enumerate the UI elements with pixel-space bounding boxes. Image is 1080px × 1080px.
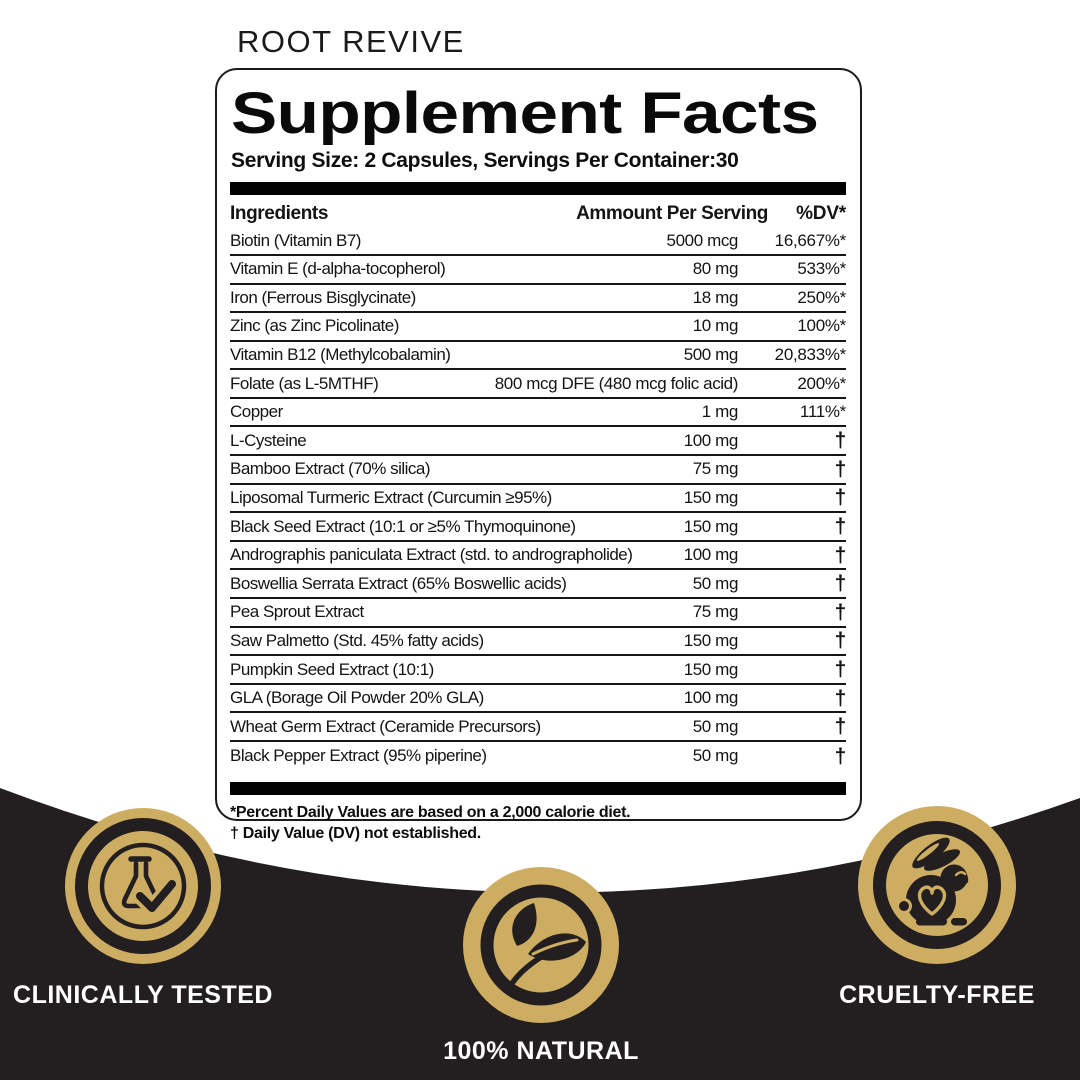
footnote-percent-dv: *Percent Daily Values are based on a 2,0… — [230, 803, 631, 821]
ingredient-name: GLA (Borage Oil Powder 20% GLA) — [230, 688, 484, 708]
ingredient-dv: † — [834, 429, 847, 453]
badge-label-natural: 100% NATURAL — [443, 1037, 639, 1065]
ingredient-amount: 18 mg — [692, 287, 739, 307]
ingredient-amount: 50 mg — [692, 573, 739, 593]
ingredient-name: L-Cysteine — [230, 430, 307, 450]
ingredient-amount: 800 mcg DFE (480 mcg folic acid) — [494, 373, 739, 393]
table-row: Black Seed Extract (10:1 or ≥5% Thymoqui… — [230, 513, 846, 542]
ingredients-table: Biotin (Vitamin B7) 5000 mcg 16,667%* Vi… — [230, 227, 846, 770]
ingredient-amount: 150 mg — [683, 516, 739, 536]
table-row: Iron (Ferrous Bisglycinate) 18 mg 250%* — [230, 285, 846, 314]
badge-cruelty-free — [858, 806, 1016, 964]
ingredient-amount: 80 mg — [692, 259, 739, 279]
table-row: Vitamin B12 (Methylcobalamin) 500 mg 20,… — [230, 342, 846, 371]
rabbit-heart-icon — [858, 806, 1016, 964]
ingredient-amount: 100 mg — [683, 688, 739, 708]
ingredient-name: Andrographis paniculata Extract (std. to… — [230, 545, 633, 565]
brand-title: ROOT REVIVE — [237, 24, 465, 59]
ingredient-name: Pumpkin Seed Extract (10:1) — [230, 659, 434, 679]
table-row: Folate (as L-5MTHF) 800 mcg DFE (480 mcg… — [230, 370, 846, 399]
ingredient-amount: 100 mg — [683, 545, 739, 565]
ingredient-dv: 16,667%* — [774, 230, 847, 250]
ingredient-name: Saw Palmetto (Std. 45% fatty acids) — [230, 630, 484, 650]
ingredient-name: Folate (as L-5MTHF) — [230, 373, 379, 393]
ingredient-name: Bamboo Extract (70% silica) — [230, 459, 431, 479]
ingredient-amount: 1 mg — [701, 402, 739, 422]
badge-label-cruelty-free: CRUELTY-FREE — [839, 981, 1035, 1009]
ingredient-amount: 75 mg — [692, 459, 739, 479]
ingredient-dv: † — [834, 572, 847, 596]
badge-clinically-tested — [65, 808, 221, 964]
table-row: Black Pepper Extract (95% piperine) 50 m… — [230, 742, 846, 771]
ingredient-dv: 533%* — [797, 259, 846, 279]
table-row: Vitamin E (d-alpha-tocopherol) 80 mg 533… — [230, 256, 846, 285]
table-row: Copper 1 mg 111%* — [230, 399, 846, 428]
table-row: Liposomal Turmeric Extract (Curcumin ≥95… — [230, 485, 846, 514]
ingredient-amount: 75 mg — [692, 602, 739, 622]
table-row: Andrographis paniculata Extract (std. to… — [230, 542, 846, 571]
divider-bar-top — [230, 182, 846, 196]
ingredient-name: Vitamin B12 (Methylcobalamin) — [230, 344, 451, 364]
panel-title: Supplement Facts — [231, 81, 819, 146]
ingredient-name: Black Seed Extract (10:1 or ≥5% Thymoqui… — [230, 516, 576, 536]
table-row: Pumpkin Seed Extract (10:1) 150 mg † — [230, 656, 846, 685]
ingredient-name: Liposomal Turmeric Extract (Curcumin ≥95… — [230, 487, 552, 507]
flask-check-icon — [65, 808, 221, 964]
ingredient-name: Black Pepper Extract (95% piperine) — [230, 746, 487, 766]
ingredient-dv: † — [834, 686, 847, 710]
ingredient-amount: 500 mg — [683, 344, 739, 364]
ingredient-dv: † — [834, 744, 847, 768]
ingredient-dv: 250%* — [797, 287, 846, 307]
ingredient-amount: 150 mg — [683, 487, 739, 507]
ingredient-amount: 100 mg — [683, 430, 739, 450]
table-row: Saw Palmetto (Std. 45% fatty acids) 150 … — [230, 628, 846, 657]
table-header: Ingredients Ammount Per Serving %DV* — [230, 200, 846, 227]
badge-label-clinically-tested: CLINICALLY TESTED — [13, 981, 273, 1009]
ingredient-name: Wheat Germ Extract (Ceramide Precursors) — [230, 716, 541, 736]
ingredient-amount: 10 mg — [692, 316, 739, 336]
ingredient-name: Pea Sprout Extract — [230, 602, 364, 622]
table-row: Wheat Germ Extract (Ceramide Precursors)… — [230, 713, 846, 742]
ingredient-dv: 20,833%* — [774, 344, 847, 364]
ingredient-dv: † — [834, 515, 847, 539]
table-row: Pea Sprout Extract 75 mg † — [230, 599, 846, 628]
ingredient-name: Vitamin E (d-alpha-tocopherol) — [230, 259, 446, 279]
supplement-facts-panel: Supplement Facts Serving Size: 2 Capsule… — [215, 68, 862, 842]
ingredient-dv: † — [834, 486, 847, 510]
column-header-dv: %DV* — [796, 202, 846, 224]
ingredient-dv: † — [834, 715, 847, 739]
column-header-amount: Ammount Per Serving — [576, 202, 768, 224]
table-row: Biotin (Vitamin B7) 5000 mcg 16,667%* — [230, 227, 846, 256]
ingredient-amount: 5000 mcg — [666, 230, 739, 250]
ingredient-dv: † — [834, 600, 847, 624]
table-row: Zinc (as Zinc Picolinate) 10 mg 100%* — [230, 313, 846, 342]
table-row: GLA (Borage Oil Powder 20% GLA) 100 mg † — [230, 685, 846, 714]
badge-natural — [463, 867, 619, 1023]
ingredient-dv: 111%* — [799, 402, 846, 422]
ingredient-name: Boswellia Serrata Extract (65% Boswellic… — [230, 573, 567, 593]
ingredient-dv: † — [834, 658, 847, 682]
footnote-dagger: † Daily Value (DV) not established. — [230, 824, 481, 842]
ingredient-amount: 150 mg — [683, 659, 739, 679]
table-row: Boswellia Serrata Extract (65% Boswellic… — [230, 570, 847, 600]
ingredient-dv: † — [834, 543, 847, 567]
table-row: Bamboo Extract (70% silica) 75 mg † — [230, 456, 846, 485]
ingredient-name: Biotin (Vitamin B7) — [230, 230, 361, 250]
divider-bar-bottom — [230, 781, 846, 795]
ingredient-name: Copper — [230, 402, 283, 422]
serving-info: Serving Size: 2 Capsules, Servings Per C… — [231, 149, 739, 173]
ingredient-name: Iron (Ferrous Bisglycinate) — [230, 287, 416, 307]
ingredient-dv: † — [834, 457, 847, 481]
ingredient-dv: 100%* — [797, 316, 846, 336]
ingredient-dv: † — [834, 629, 847, 653]
ingredient-amount: 50 mg — [692, 746, 739, 766]
table-row: L-Cysteine 100 mg † — [230, 427, 847, 457]
ingredient-dv: 200%* — [797, 373, 846, 393]
ingredient-name: Zinc (as Zinc Picolinate) — [230, 316, 399, 336]
column-header-ingredients: Ingredients — [230, 202, 329, 224]
ingredient-amount: 50 mg — [692, 716, 739, 736]
leaf-icon — [463, 867, 619, 1023]
ingredient-amount: 150 mg — [683, 630, 739, 650]
